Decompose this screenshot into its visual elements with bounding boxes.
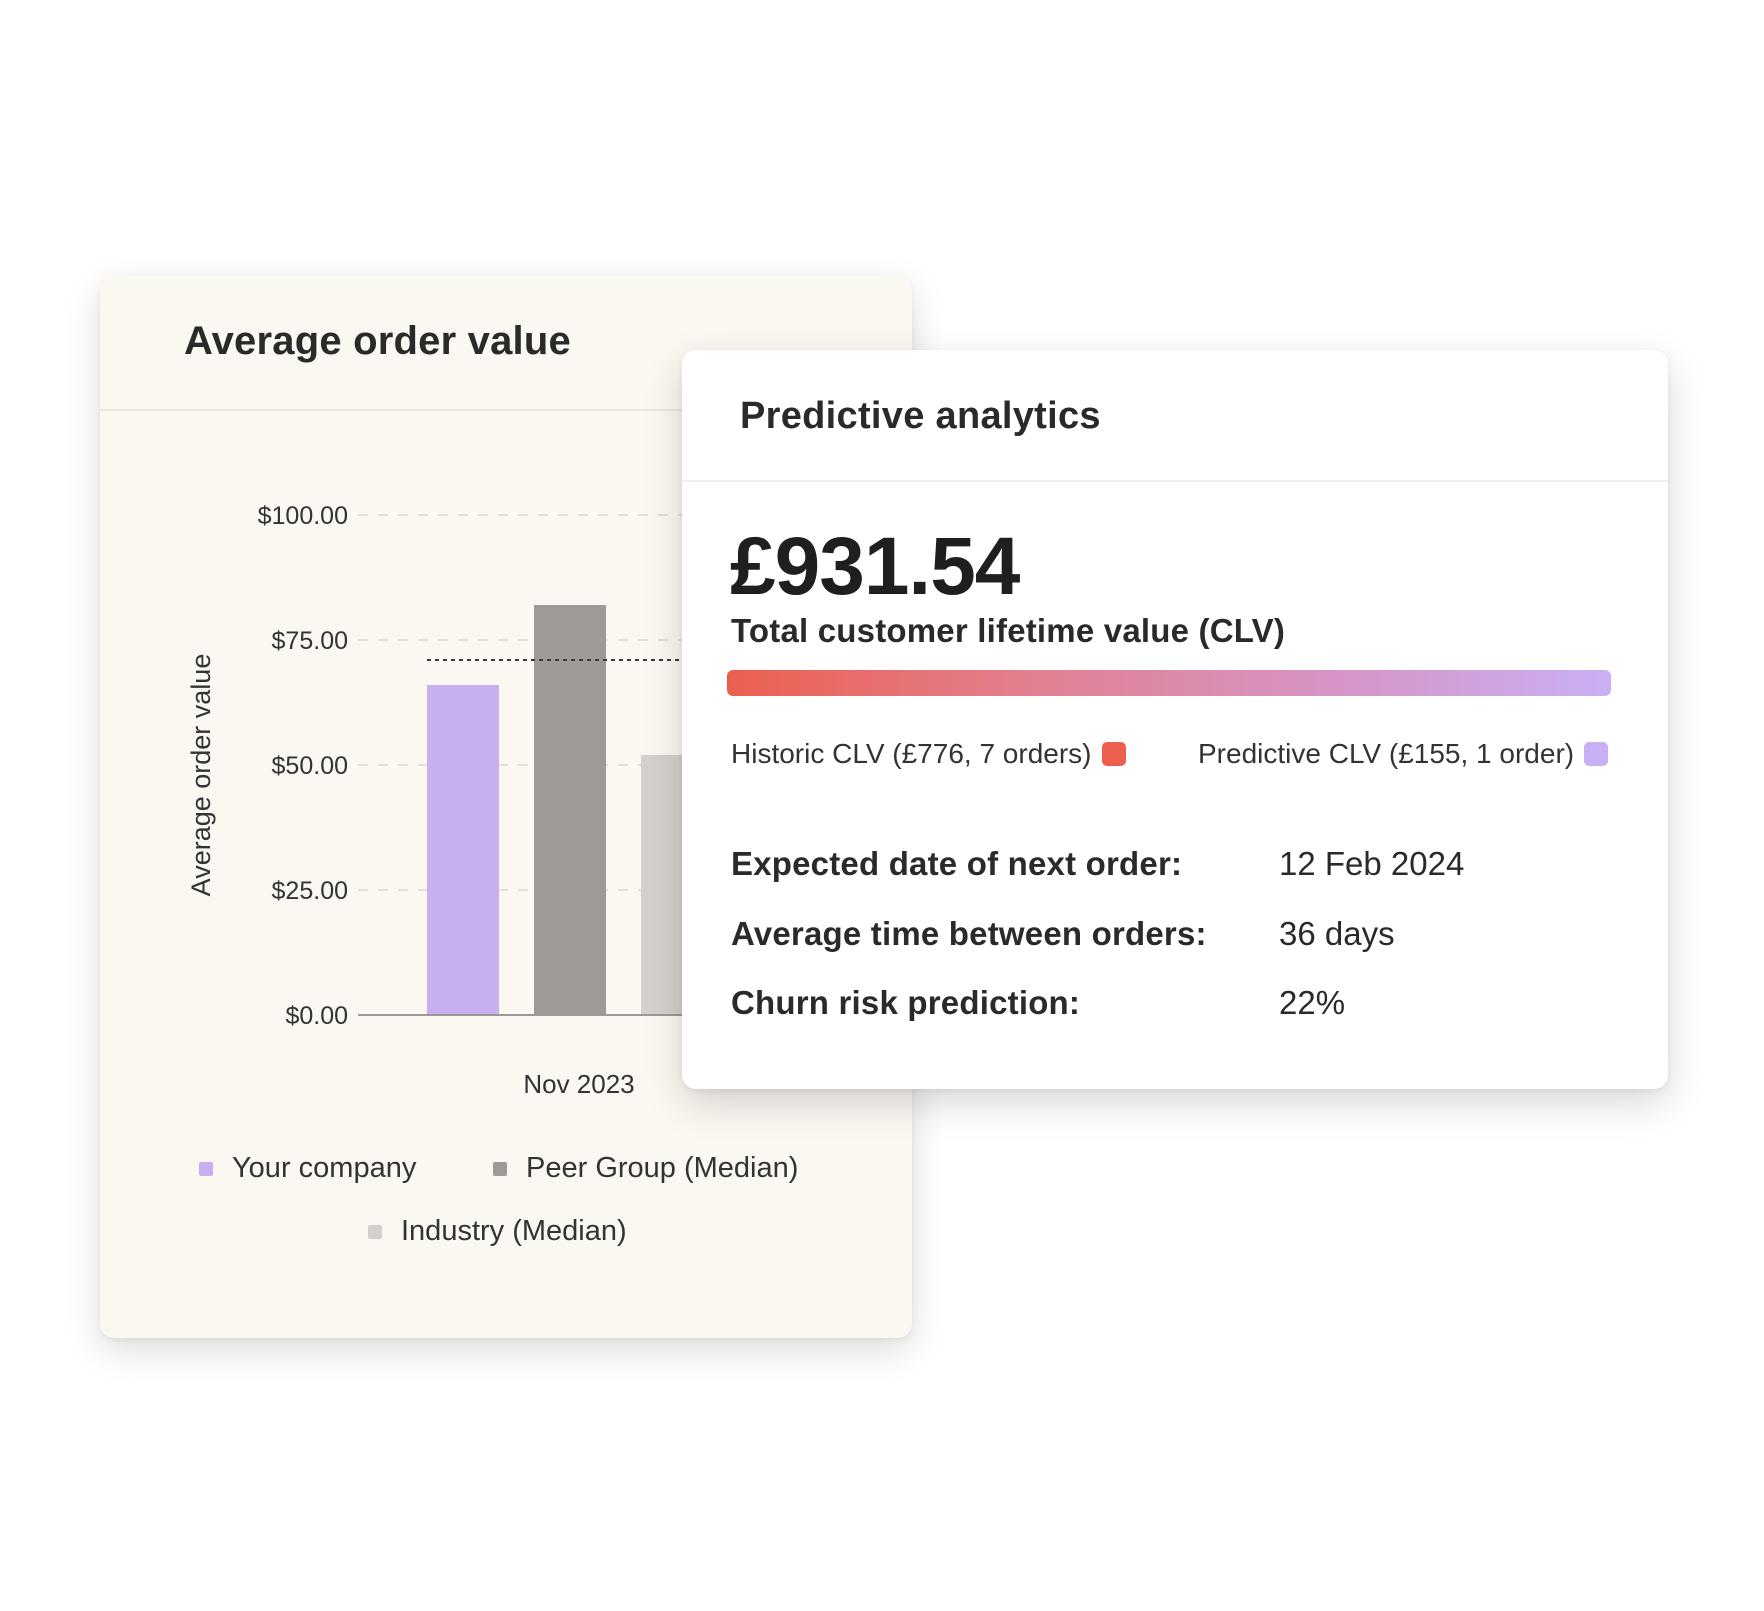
y-tick-label: $0.00 (285, 1002, 348, 1030)
aov-card-header (100, 275, 912, 411)
x-axis-category-label: Nov 2023 (523, 1069, 634, 1099)
y-tick-label: $100.00 (258, 502, 348, 530)
predictive-analytics-card: Predictive analytics £931.54 Total custo… (682, 350, 1668, 1089)
pa-card-title: Predictive analytics (740, 395, 1101, 437)
predictive-clv-swatch (1584, 742, 1609, 766)
y-tick-label: $25.00 (272, 877, 348, 905)
legend-item-peer-group: Peer Group (Median) (493, 1152, 798, 1185)
stat-label-next-order: Expected date of next order: (731, 845, 1183, 882)
legend-item-industry: Industry (Median) (368, 1215, 627, 1248)
legend-label-peer-group: Peer Group (Median) (526, 1152, 799, 1184)
stat-label-churn-risk: Churn risk prediction: (731, 984, 1081, 1021)
pa-card-header (682, 350, 1668, 482)
predictive-clv-label: Predictive CLV (£155, 1 order) (1198, 738, 1575, 769)
clv-progress-fill (727, 670, 1611, 696)
historic-clv-swatch (1101, 742, 1126, 766)
stat-value-avg-time: 36 days (1279, 915, 1395, 952)
legend-label-industry: Industry (Median) (401, 1215, 627, 1247)
historic-clv-legend: Historic CLV (£776, 7 orders) (731, 738, 1126, 770)
clv-label: Total customer lifetime value (CLV) (731, 612, 1286, 649)
clv-progress-bar (727, 670, 1611, 696)
historic-clv-label: Historic CLV (£776, 7 orders) (731, 738, 1092, 769)
aov-bar-chart: $0.00 $25.00 $50.00 $75.00 $100.00 Average o… (186, 502, 912, 1099)
aov-card-title: Average order value (184, 319, 571, 363)
y-tick-label: $50.00 (272, 752, 348, 780)
stat-value-next-order: 12 Feb 2024 (1279, 845, 1465, 882)
legend-swatch-peer-group (493, 1161, 507, 1176)
legend-item-your-company: Your company (199, 1152, 416, 1185)
y-axis-title: Average order value (186, 654, 216, 897)
y-tick-label: $75.00 (272, 627, 348, 655)
bar-your-company (427, 685, 499, 1015)
predictive-clv-legend: Predictive CLV (£155, 1 order) (1198, 738, 1609, 770)
legend-swatch-industry (368, 1224, 382, 1239)
legend-swatch-your-company (199, 1161, 213, 1176)
legend-label-your-company: Your company (232, 1152, 417, 1184)
stat-value-churn-risk: 22% (1279, 984, 1346, 1021)
stat-label-avg-time: Average time between orders: (731, 915, 1207, 952)
bar-peer-group-median (534, 605, 606, 1015)
clv-total-value: £931.54 (730, 521, 1020, 612)
